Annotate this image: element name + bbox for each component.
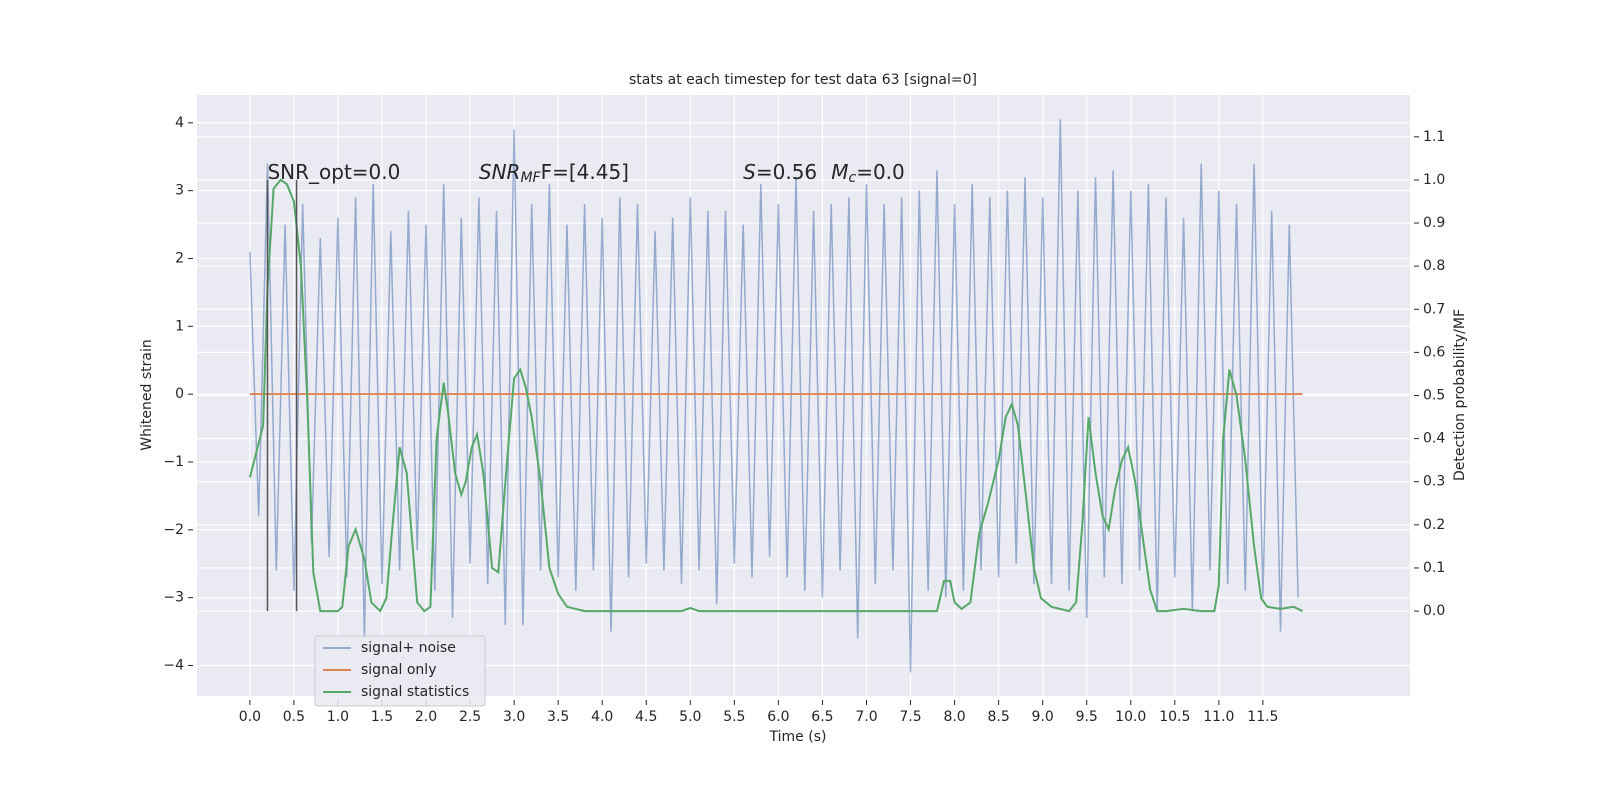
annotation-text: S	[743, 159, 756, 183]
chart-title: stats at each timestep for test data 63 …	[629, 72, 977, 88]
x-tick-label: 7.0	[855, 709, 877, 725]
annotation-rest: F=[4.45]	[541, 159, 629, 183]
y-axis-label: Whitened strain	[139, 339, 155, 450]
y2-tick-label: 0.8	[1423, 258, 1445, 274]
x-tick-label: 4.0	[591, 709, 613, 725]
y2-tick-label: 0.2	[1423, 517, 1445, 533]
x-tick-label: 2.0	[415, 709, 437, 725]
x-tick-label: 0.0	[239, 709, 261, 725]
x-tick-label: 10.0	[1115, 709, 1146, 725]
series-line	[248, 178, 1303, 613]
y2-tick-label: 0.9	[1423, 215, 1445, 231]
annotation-rest: =0.56	[756, 159, 817, 183]
y2-tick-label: 0.4	[1423, 431, 1445, 447]
y2-tick-label: 0.0	[1423, 603, 1445, 619]
series-line	[249, 119, 1299, 673]
x-tick-label: 5.5	[723, 709, 745, 725]
y2-tick-label: 0.3	[1423, 474, 1445, 490]
x-tick-label: 3.0	[503, 709, 525, 725]
annotation: S=0.56	[743, 159, 817, 183]
x-tick-label: 11.0	[1203, 709, 1234, 725]
y-tick-label: −1	[163, 454, 184, 470]
x-tick-label: 8.5	[987, 709, 1009, 725]
y-tick-label: −3	[163, 590, 184, 606]
x-tick-label: 3.5	[547, 709, 569, 725]
y2-tick-label: 0.5	[1423, 388, 1445, 404]
annotation-sub: c	[849, 170, 857, 186]
y-tick-label: 2	[175, 250, 184, 266]
legend-label: signal only	[361, 662, 436, 678]
x-tick-label: 6.0	[767, 709, 789, 725]
x-tick-label: 1.5	[371, 709, 393, 725]
y2-tick-label: 0.6	[1423, 344, 1445, 360]
x-tick-label: 11.5	[1247, 709, 1278, 725]
annotation-rest: =0.0	[856, 159, 905, 183]
y-tick-label: 0	[175, 386, 184, 402]
y2-tick-label: 0.1	[1423, 560, 1445, 576]
legend-label: signal statistics	[361, 684, 469, 700]
y-tick-label: 4	[175, 115, 184, 131]
y2-tick-label: 0.7	[1423, 301, 1445, 317]
y-tick-label: −4	[163, 657, 184, 673]
x-tick-label: 6.5	[811, 709, 833, 725]
x-tick-label: 10.5	[1159, 709, 1190, 725]
y2-axis-label: Detection probability/MF	[1452, 309, 1468, 481]
x-axis-label: Time (s)	[769, 729, 827, 745]
y2-tick-label: 1.0	[1423, 172, 1445, 188]
annotation-text: SNR_opt=0.0	[267, 159, 400, 183]
x-tick-label: 7.5	[899, 709, 921, 725]
annotation: Mc=0.0	[831, 159, 905, 186]
annotation: SNRMFF=[4.45]	[479, 159, 629, 186]
annotation: SNR_opt=0.0	[267, 159, 400, 183]
x-tick-label: 5.0	[679, 709, 701, 725]
legend-label: signal+ noise	[361, 640, 456, 656]
y-tick-label: 3	[175, 183, 184, 199]
y-tick-label: −2	[163, 522, 184, 538]
x-tick-label: 9.5	[1076, 709, 1098, 725]
x-tick-label: 0.5	[283, 709, 305, 725]
x-tick-label: 9.0	[1032, 709, 1054, 725]
x-tick-label: 4.5	[635, 709, 657, 725]
x-tick-label: 8.0	[943, 709, 965, 725]
annotation-text: M	[831, 159, 848, 183]
x-tick-label: 1.0	[327, 709, 349, 725]
annotation-text: SNR	[479, 159, 521, 183]
x-tick-label: 2.5	[459, 709, 481, 725]
legend-box	[314, 635, 486, 707]
y2-tick-label: 1.1	[1423, 129, 1445, 145]
y-tick-label: 1	[175, 318, 184, 334]
annotation-sub: MF	[520, 170, 541, 186]
